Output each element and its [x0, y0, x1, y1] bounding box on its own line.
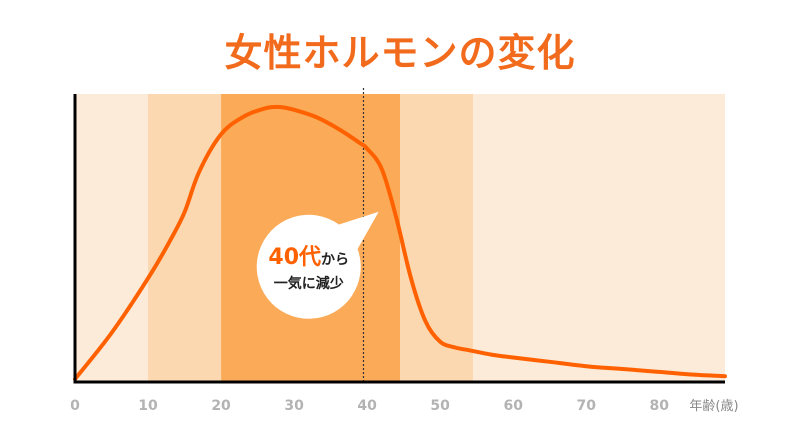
hormone-curve-line — [73, 104, 727, 382]
age-bands — [75, 94, 725, 382]
age-band-4 — [473, 94, 725, 382]
speech-bubble — [256, 211, 379, 319]
x-tick-labels: 0 10 20 30 40 50 60 70 80 — [70, 398, 669, 414]
annotation-bubble: 40代から 一気に減少 — [256, 211, 379, 319]
x-tick-label-60: 60 — [503, 398, 523, 414]
x-tick-label-40: 40 — [357, 398, 377, 414]
age-band-1 — [148, 94, 222, 382]
x-tick-label-10: 10 — [138, 398, 158, 414]
x-tick-label-70: 70 — [576, 398, 596, 414]
x-tick-label-80: 80 — [650, 398, 670, 414]
age-band-3 — [400, 94, 474, 382]
x-tick-label-0: 0 — [70, 398, 80, 414]
x-tick-label-50: 50 — [430, 398, 450, 414]
x-tick-label-30: 30 — [284, 398, 304, 414]
annotation-line-1: 40代から — [268, 245, 349, 270]
chart-title: 女性ホルモンの変化 — [224, 31, 576, 75]
x-axis-label: 年齢(歳) — [689, 399, 738, 414]
x-tick-label-20: 20 — [211, 398, 231, 414]
annotation-line-2: 一気に減少 — [274, 275, 344, 292]
annotation-emphasis: 40代 — [268, 245, 321, 270]
age-band-0 — [75, 94, 149, 382]
annotation-suffix: から — [321, 252, 349, 268]
